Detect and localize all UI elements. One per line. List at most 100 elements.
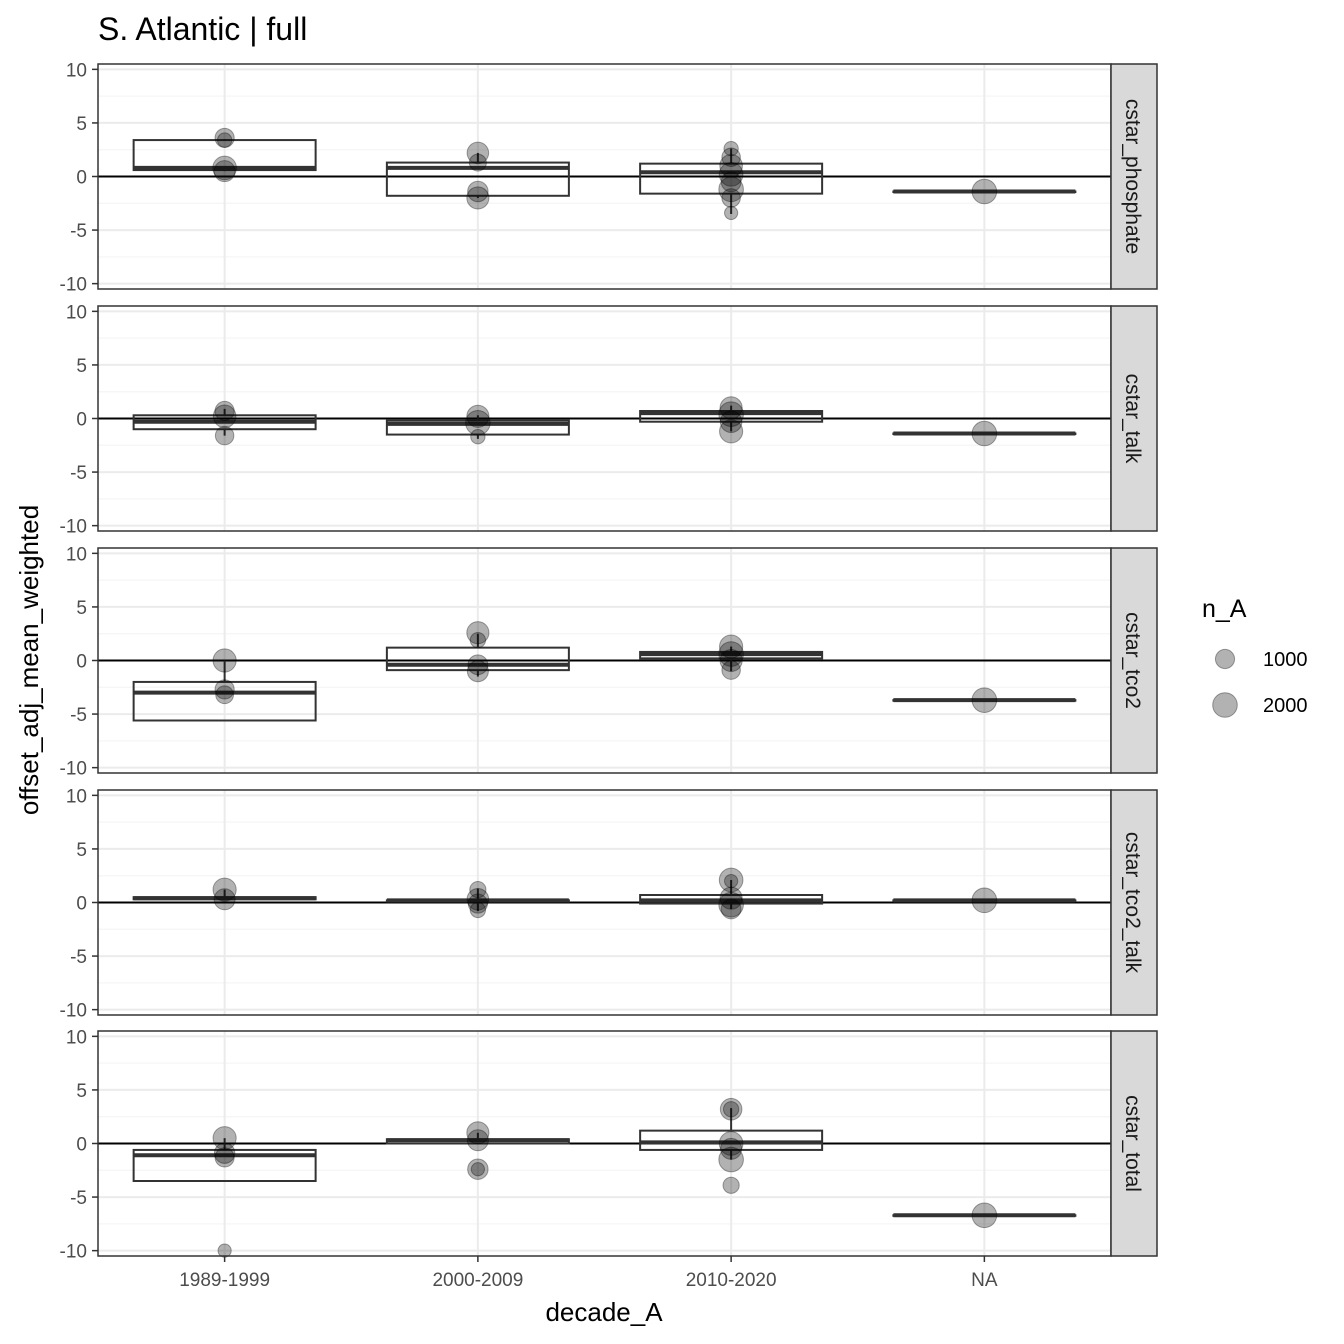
data-point	[718, 162, 744, 187]
data-point	[212, 877, 237, 902]
y-tick-label: 0	[76, 652, 87, 673]
chart-title: S. Atlantic | full	[98, 11, 307, 47]
box-1989-1999	[132, 139, 317, 172]
box-2000-2009	[385, 1132, 570, 1145]
data-point	[213, 160, 236, 183]
data-point	[724, 873, 739, 889]
data-point	[971, 420, 998, 447]
legend-symbol	[1212, 692, 1238, 718]
data-point	[465, 409, 491, 436]
facet-strip	[1110, 63, 1158, 290]
box-2000-2009	[385, 152, 570, 198]
data-point	[719, 634, 744, 659]
box-rect	[385, 161, 570, 197]
data-point	[212, 1126, 237, 1151]
data-point	[466, 660, 489, 683]
box-1989-1999	[132, 889, 317, 901]
data-point	[724, 205, 739, 221]
data-point	[720, 898, 742, 920]
y-tick-label: 5	[76, 356, 87, 377]
y-tick-label: 5	[76, 1081, 87, 1102]
data-point	[722, 1101, 740, 1118]
data-point	[469, 881, 487, 899]
facet-strip	[1110, 789, 1158, 1016]
data-point	[216, 132, 233, 148]
facet-strip	[1110, 547, 1158, 774]
x-tick-label: 1989-1999	[179, 1270, 270, 1291]
data-point	[212, 648, 237, 673]
facet-strip	[1110, 305, 1158, 532]
box-rect	[132, 680, 317, 722]
data-point	[723, 140, 739, 157]
box-2000-2009	[385, 888, 570, 912]
data-point	[212, 155, 237, 181]
y-tick-label: 5	[76, 598, 87, 619]
box-1989-1999	[132, 660, 317, 722]
data-point	[468, 153, 487, 172]
data-point	[719, 410, 743, 433]
data-point	[214, 425, 235, 446]
facet-panel-cstar_total: 10 5 0 -5 -10 cstar_total	[60, 1027, 1158, 1263]
data-point	[213, 888, 236, 911]
data-point	[721, 660, 741, 680]
data-point	[971, 687, 998, 713]
data-point	[719, 648, 743, 673]
y-axis-title: offset_adj_mean_weighted	[14, 505, 44, 815]
y-tick-label: -5	[70, 1188, 87, 1209]
box-2010-2020	[639, 405, 824, 432]
legend-label: 1000	[1263, 649, 1308, 671]
box-rect	[385, 419, 570, 436]
data-point	[719, 396, 743, 420]
data-point	[467, 180, 489, 203]
box-rect	[132, 1148, 317, 1183]
data-point	[214, 1147, 235, 1168]
box-1989-1999	[132, 408, 317, 436]
box-rect	[639, 410, 824, 423]
x-tick-label: NA	[971, 1270, 998, 1291]
y-tick-label: 5	[76, 114, 87, 135]
box-rect	[639, 1129, 824, 1151]
data-point	[719, 153, 743, 178]
data-point	[470, 1162, 485, 1177]
x-axis: 1989-1999 2000-2009 2010-2020 NA	[179, 1256, 998, 1291]
y-tick-label: 0	[76, 410, 87, 431]
legend-keys: 1000 2000	[1212, 648, 1308, 718]
legend: n_A 1000 2000	[1202, 595, 1308, 718]
data-point	[971, 178, 998, 205]
box-2010-2020	[639, 646, 824, 672]
legend-label: 2000	[1263, 695, 1308, 717]
data-point	[722, 1176, 740, 1194]
box-2000-2009	[385, 415, 570, 439]
y-tick-label: 10	[66, 544, 87, 565]
y-tick-label: -10	[60, 759, 87, 780]
data-point	[214, 679, 235, 700]
data-point	[469, 901, 487, 919]
panels: 10 5 0 -5 -10 cstar_phosphate 10 5 0 -5 -10 cstar_t…	[60, 60, 1158, 1263]
box-NA	[892, 1213, 1077, 1218]
y-tick-label: -10	[60, 1242, 87, 1263]
y-tick-label: -5	[70, 221, 87, 242]
facet-strip	[1110, 1030, 1158, 1257]
data-point	[721, 147, 741, 167]
facet-panel-cstar_phosphate: 10 5 0 -5 -10 cstar_phosphate	[60, 60, 1158, 296]
box-1989-1999	[132, 1138, 317, 1183]
x-axis-title: decade_A	[545, 1297, 663, 1327]
data-point	[466, 404, 490, 428]
x-tick-label: 2010-2020	[686, 1270, 777, 1291]
data-point	[971, 887, 998, 914]
facet-strip-label: cstar_phosphate	[1121, 99, 1144, 254]
data-point	[467, 654, 489, 676]
y-tick-label: 10	[66, 786, 87, 807]
data-point	[214, 127, 235, 149]
data-point	[719, 419, 744, 444]
box-rect	[385, 646, 570, 672]
data-point	[466, 186, 490, 210]
data-point	[214, 400, 235, 422]
box-2010-2020	[639, 880, 824, 909]
facet-strip-label: cstar_total	[1121, 1095, 1144, 1192]
facet-strip-label: cstar_tco2_talk	[1121, 832, 1144, 974]
y-tick-label: -5	[70, 947, 87, 968]
data-point	[215, 685, 235, 705]
facet-strip-label: cstar_talk	[1121, 374, 1144, 464]
